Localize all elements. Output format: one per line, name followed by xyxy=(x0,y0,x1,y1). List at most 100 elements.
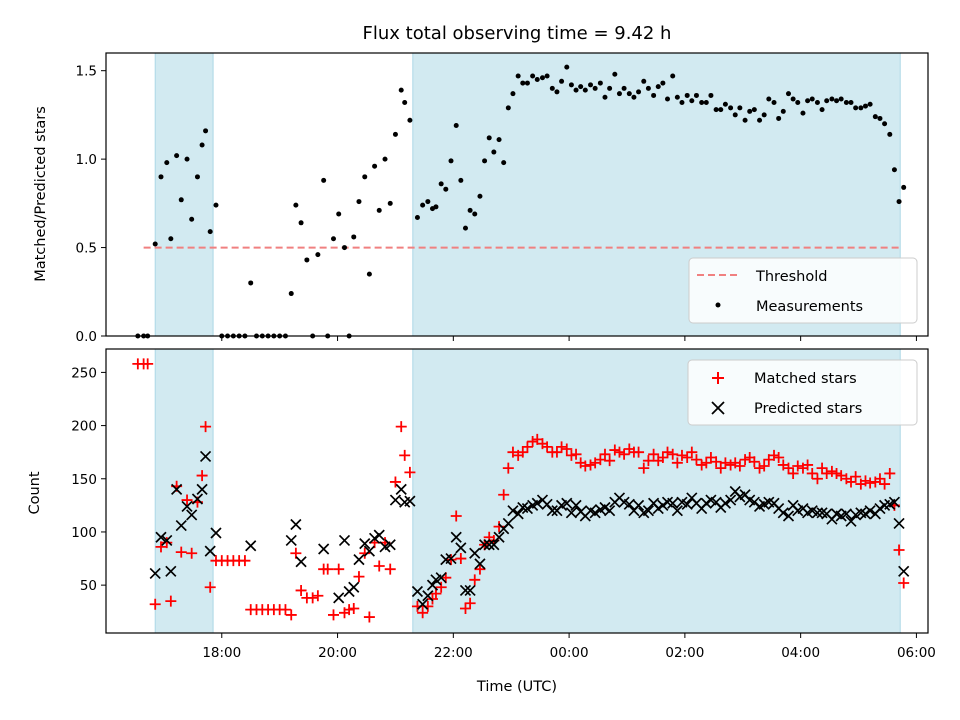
top-dot-point-0-107 xyxy=(679,100,685,106)
bottom-x-point-1-50 xyxy=(493,531,505,543)
top-dot-point-0-57 xyxy=(438,181,444,187)
top-dot-point-0-81 xyxy=(554,89,560,95)
bottom-plus-point-0-120 xyxy=(739,454,751,466)
bottom-plus-point-0-8 xyxy=(175,546,187,558)
bottom-plus-point-0-109 xyxy=(686,446,698,458)
top-dot-point-0-67 xyxy=(486,135,492,141)
top-dot-point-0-28 xyxy=(288,291,294,297)
legend-predicted-swatch xyxy=(711,401,725,415)
bottom-x-point-1-43 xyxy=(459,584,472,597)
bottom-plus-point-0-35 xyxy=(322,563,334,575)
top-dot-point-0-68 xyxy=(491,149,497,155)
bottom-plus-point-0-94 xyxy=(613,446,625,458)
top-dot-point-0-94 xyxy=(616,91,622,97)
top-dot-point-0-89 xyxy=(592,85,598,91)
bottom-plus-point-0-91 xyxy=(599,448,611,460)
bottom-plus-point-0-64 xyxy=(469,574,481,586)
legend-measurements-swatch xyxy=(715,302,721,308)
bottom-x-point-1-13 xyxy=(245,540,257,552)
top-dot-point-0-112 xyxy=(703,100,709,106)
bottom-x-point-1-134 xyxy=(898,565,910,577)
top-dot-point-0-37 xyxy=(336,211,342,217)
bottom-plus-point-0-145 xyxy=(859,475,871,487)
bottom-plus-point-0-65 xyxy=(474,563,486,575)
top-dot-point-0-113 xyxy=(708,92,714,98)
bottom-plus-point-0-117 xyxy=(725,459,737,471)
bottom-plus-point-0-50 xyxy=(399,449,411,461)
bottom-x-point-1-56 xyxy=(521,502,534,515)
top-y-axis-label: Matched/Predicted stars xyxy=(33,106,49,282)
bottom-x-point-1-9 xyxy=(196,483,208,496)
top-dot-point-0-99 xyxy=(641,78,647,84)
legend-threshold-label: Threshold xyxy=(755,269,827,285)
x-tick-label-1: 20:00 xyxy=(318,645,357,661)
bottom-x-point-1-22 xyxy=(353,554,365,566)
bottom-y-tick-label-1: 100 xyxy=(71,525,97,541)
bottom-x-point-1-11 xyxy=(204,545,216,557)
bottom-plus-point-0-101 xyxy=(648,448,660,460)
top-dot-point-0-135 xyxy=(814,100,820,106)
top-dot-point-0-62 xyxy=(462,225,468,231)
top-dot-point-0-44 xyxy=(372,163,378,169)
top-dot-point-0-48 xyxy=(392,131,398,137)
bottom-plus-point-0-122 xyxy=(748,456,760,468)
top-dot-point-0-76 xyxy=(530,73,536,79)
bottom-plus-point-0-139 xyxy=(831,467,843,479)
bottom-x-point-1-18 xyxy=(333,592,345,604)
bottom-plus-point-0-4 xyxy=(155,541,167,553)
legend-matched-label: Matched stars xyxy=(754,371,857,387)
top-dot-point-0-70 xyxy=(501,160,507,166)
bottom-y-tick-label-3: 200 xyxy=(71,419,97,435)
bottom-x-point-1-33 xyxy=(411,585,424,598)
bottom-plus-point-0-83 xyxy=(561,443,573,455)
bottom-x-point-1-66 xyxy=(570,499,582,511)
top-dot-point-0-51 xyxy=(407,117,413,123)
bottom-plus-point-0-131 xyxy=(792,460,804,472)
bottom-x-point-1-44 xyxy=(464,584,476,597)
bottom-plus-point-0-57 xyxy=(435,581,447,593)
bottom-plus-point-0-135 xyxy=(811,473,823,485)
bottom-plus-point-0-105 xyxy=(667,448,679,460)
legend-measurements-label: Measurements xyxy=(756,299,863,315)
top-dot-point-0-132 xyxy=(800,110,806,116)
bottom-plus-point-0-119 xyxy=(734,460,746,472)
bottom-plus-point-0-75 xyxy=(521,441,533,453)
bottom-legend-box xyxy=(687,359,918,426)
bottom-plus-point-0-87 xyxy=(579,460,591,472)
bottom-plus-point-0-129 xyxy=(782,462,794,474)
bottom-plus-point-0-33 xyxy=(312,590,324,602)
top-dot-point-0-9 xyxy=(184,156,190,162)
top-dot-point-0-11 xyxy=(194,174,200,180)
top-dot-point-0-15 xyxy=(213,202,219,208)
top-dot-point-0-82 xyxy=(559,78,565,84)
bottom-plus-point-0-85 xyxy=(570,448,582,460)
bottom-plus-point-0-116 xyxy=(719,457,731,469)
bottom-x-point-1-110 xyxy=(782,510,795,522)
bottom-plus-point-0-111 xyxy=(696,459,708,471)
bottom-plus-point-0-30 xyxy=(295,584,307,596)
bottom-plus-point-0-32 xyxy=(307,592,319,604)
bottom-plus-point-0-108 xyxy=(681,451,693,463)
top-dot-point-0-121 xyxy=(747,108,753,114)
bottom-plus-point-0-138 xyxy=(826,465,838,477)
bottom-x-point-1-7 xyxy=(186,509,198,521)
top-dot-point-0-83 xyxy=(564,64,570,70)
bottom-x-point-1-127 xyxy=(864,505,876,517)
top-dot-point-0-149 xyxy=(882,121,888,127)
top-dot-point-0-146 xyxy=(867,101,873,107)
top-dot-point-0-59 xyxy=(448,158,454,164)
bottom-plus-point-0-103 xyxy=(657,451,669,463)
top-dot-point-0-78 xyxy=(539,75,545,81)
top-dot-point-0-47 xyxy=(387,200,393,206)
top-dot-point-0-33 xyxy=(315,252,321,258)
bottom-x-point-1-42 xyxy=(455,542,467,554)
bottom-plus-point-0-27 xyxy=(279,604,291,616)
bottom-plus-point-0-136 xyxy=(816,462,828,474)
top-dot-point-0-115 xyxy=(718,107,724,113)
top-dot-point-0-38 xyxy=(341,245,347,251)
bottom-plus-point-0-133 xyxy=(802,459,814,471)
bottom-plus-point-0-98 xyxy=(633,446,645,458)
bottom-x-point-1-16 xyxy=(295,556,307,568)
top-dot-point-0-8 xyxy=(178,197,184,203)
top-dot-point-0-122 xyxy=(751,107,757,113)
